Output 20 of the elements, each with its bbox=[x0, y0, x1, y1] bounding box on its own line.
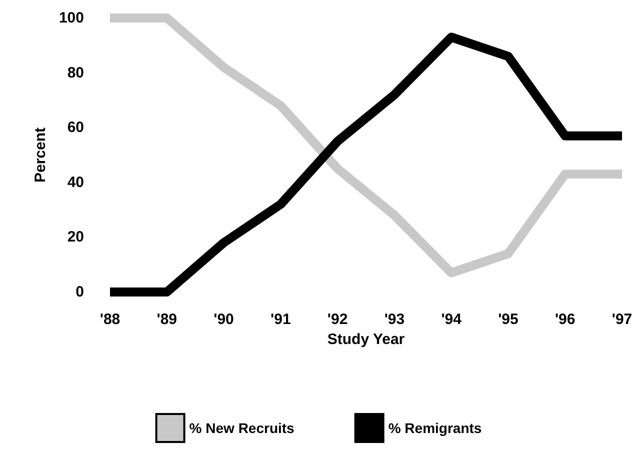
y-tick-label: 20 bbox=[67, 228, 84, 246]
x-tick-label: '96 bbox=[554, 311, 576, 328]
legend-label: % New Recruits bbox=[189, 420, 295, 436]
y-tick-label: 60 bbox=[67, 119, 84, 136]
x-tick-label: '88 bbox=[100, 311, 120, 328]
x-tick-label: '94 bbox=[441, 311, 462, 328]
x-tick-label: '89 bbox=[156, 311, 178, 328]
x-tick-label: '91 bbox=[270, 311, 291, 328]
x-tick-label: '97 bbox=[612, 311, 632, 328]
y-tick-label: 80 bbox=[67, 64, 84, 82]
y-tick-label: 40 bbox=[67, 174, 84, 191]
y-tick-label: 0 bbox=[76, 284, 84, 300]
x-axis-title: Study Year bbox=[327, 330, 405, 348]
legend-label: % Remigrants bbox=[388, 420, 482, 436]
x-tick-label: '93 bbox=[384, 311, 405, 328]
y-tick-label: 100 bbox=[58, 10, 84, 26]
x-tick-label: '92 bbox=[327, 311, 348, 328]
x-tick-label: '90 bbox=[214, 311, 234, 328]
y-axis-title: Percent bbox=[32, 127, 49, 183]
x-tick-label: '95 bbox=[498, 311, 518, 328]
